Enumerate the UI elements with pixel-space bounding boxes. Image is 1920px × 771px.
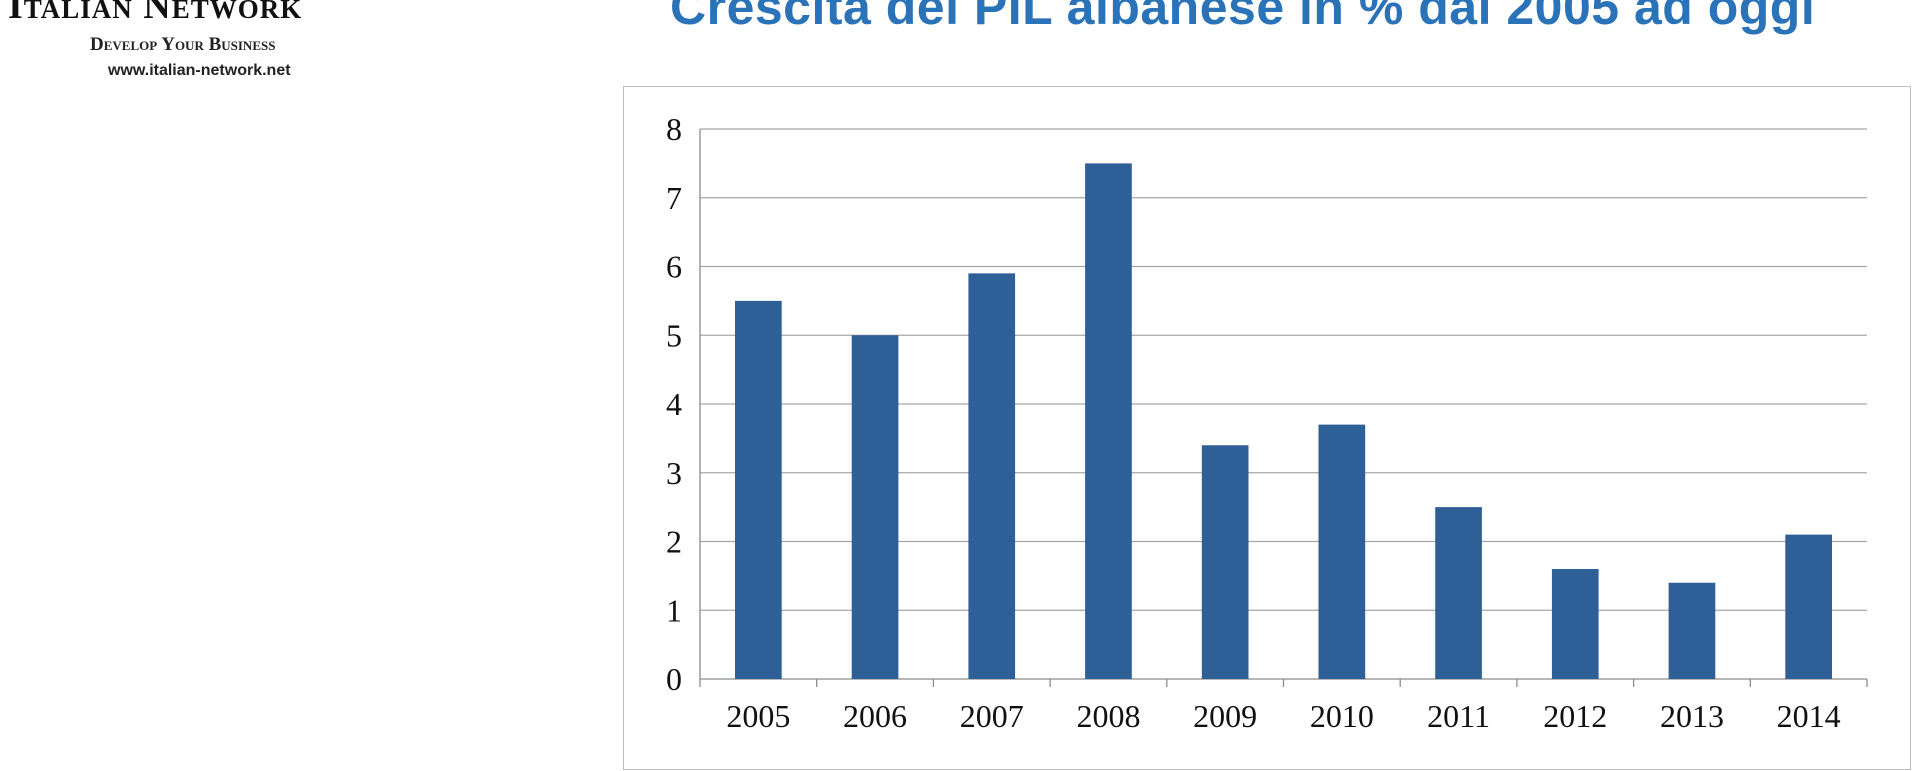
x-tick-label: 2005 bbox=[726, 698, 790, 734]
y-tick-label: 4 bbox=[666, 386, 682, 422]
bar-2009 bbox=[1201, 445, 1249, 679]
x-tick-label: 2011 bbox=[1427, 698, 1490, 734]
y-tick-label: 3 bbox=[666, 455, 682, 491]
chart-frame: 0 1 2 3 4 5 6 7 8 2005 2006 2007 2008 2009 2010 2011 201… bbox=[623, 86, 1911, 770]
y-tick-label: 8 bbox=[666, 111, 682, 147]
bar-2005 bbox=[735, 300, 782, 679]
bar-2010 bbox=[1318, 424, 1366, 679]
x-tick-label: 2008 bbox=[1076, 698, 1140, 734]
bar-2008 bbox=[1085, 163, 1132, 679]
x-tick-label: 2013 bbox=[1660, 698, 1724, 734]
logo-block: Italian Network Develop Your Business ww… bbox=[0, 0, 450, 100]
bar-2014 bbox=[1785, 534, 1832, 679]
bar-chart: 0 1 2 3 4 5 6 7 8 2005 2006 2007 2008 2009 2010 2011 201… bbox=[666, 111, 1868, 734]
x-tick-label: 2006 bbox=[843, 698, 907, 734]
x-tick-label: 2007 bbox=[960, 698, 1024, 734]
x-tick-label: 2014 bbox=[1777, 698, 1841, 734]
x-tick-label: 2009 bbox=[1193, 698, 1257, 734]
x-tick-label: 2010 bbox=[1310, 698, 1374, 734]
logo-tagline: Develop Your Business bbox=[90, 34, 276, 55]
y-tick-label: 5 bbox=[666, 317, 682, 353]
page-title: Crescita del PIL albanese in % dal 2005 … bbox=[670, 0, 1816, 35]
bar-2006 bbox=[851, 335, 899, 679]
bar-2013 bbox=[1668, 582, 1716, 679]
y-tick-label: 6 bbox=[666, 249, 682, 285]
logo-title: Italian Network bbox=[8, 0, 303, 27]
y-tick-label: 1 bbox=[666, 592, 682, 628]
y-tick-label: 0 bbox=[666, 661, 682, 697]
x-tick-label: 2012 bbox=[1543, 698, 1607, 734]
bar-2007 bbox=[968, 273, 1016, 679]
y-tick-label: 7 bbox=[666, 180, 682, 216]
bar-2011 bbox=[1435, 507, 1482, 679]
y-tick-label: 2 bbox=[666, 524, 682, 560]
logo-url: www.italian-network.net bbox=[108, 62, 291, 79]
bar-2012 bbox=[1551, 569, 1599, 679]
